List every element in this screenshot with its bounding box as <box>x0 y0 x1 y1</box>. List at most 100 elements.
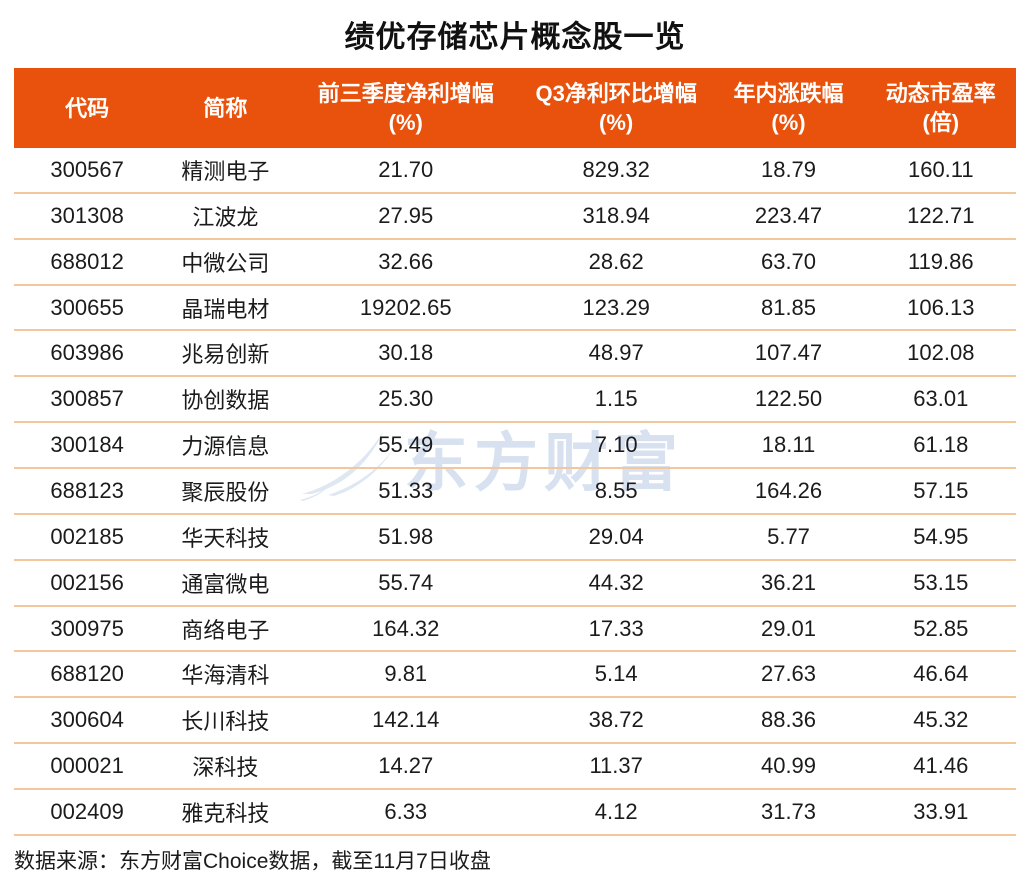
table-body: 300567 精测电子 21.70 829.32 18.79 160.11 30… <box>14 148 1016 836</box>
cell-9m-net-profit-growth: 51.98 <box>378 523 434 549</box>
cell-dynamic-pe: 119.86 <box>907 248 974 274</box>
cell-9m-net-profit-growth: 14.27 <box>378 753 434 779</box>
cell-code: 002185 <box>50 523 124 549</box>
cell-q3-qoq-growth: 123.29 <box>582 294 650 320</box>
cell-dynamic-pe: 122.71 <box>907 202 975 228</box>
cell-name: 华天科技 <box>181 525 270 551</box>
cell-dynamic-pe: 46.64 <box>913 661 969 687</box>
cell-code: 688120 <box>50 661 124 687</box>
cell-name: 商络电子 <box>181 617 270 643</box>
cell-code: 300567 <box>50 156 124 182</box>
cell-q3-qoq-growth: 4.12 <box>594 798 638 824</box>
cell-name: 中微公司 <box>181 250 270 276</box>
cell-q3-qoq-growth: 17.33 <box>588 615 644 641</box>
cell-ytd-change: 18.79 <box>760 156 817 182</box>
cell-ytd-change: 63.70 <box>760 248 817 274</box>
cell-9m-net-profit-growth: 55.49 <box>378 432 434 458</box>
cell-code: 300604 <box>50 707 124 733</box>
cell-name: 兆易创新 <box>181 342 270 368</box>
cell-q3-qoq-growth: 5.14 <box>594 661 638 687</box>
cell-ytd-change: 27.63 <box>760 661 817 687</box>
cell-code: 301308 <box>50 202 124 228</box>
table-header-row: 代码 简称 前三季度净利增幅 (%) Q3净利环比增幅 (%) 年内涨跌幅 (%… <box>14 68 1016 148</box>
cell-dynamic-pe: 33.91 <box>913 798 969 824</box>
col-header-dynamic-pe: 动态市盈率 (倍) <box>885 81 996 135</box>
table-row: 002156 通富微电 55.74 44.32 36.21 53.15 <box>14 561 1016 607</box>
cell-9m-net-profit-growth: 51.33 <box>378 477 434 503</box>
page-title: 绩优存储芯片概念股一览 <box>344 21 686 54</box>
cell-9m-net-profit-growth: 142.14 <box>372 707 440 733</box>
cell-9m-net-profit-growth: 55.74 <box>378 569 434 595</box>
table-row: 603986 兆易创新 30.18 48.97 107.47 102.08 <box>14 331 1016 378</box>
cell-code: 002156 <box>50 569 124 595</box>
cell-q3-qoq-growth: 318.94 <box>582 202 650 228</box>
data-source-note: 数据来源：东方财富Choice数据，截至11月7日收盘 <box>14 850 491 873</box>
cell-dynamic-pe: 41.46 <box>913 753 969 779</box>
cell-ytd-change: 81.85 <box>760 294 817 320</box>
table-row: 301308 江波龙 27.95 318.94 223.47 122.71 <box>14 194 1016 240</box>
cell-q3-qoq-growth: 8.55 <box>594 477 638 503</box>
cell-dynamic-pe: 160.11 <box>907 156 974 182</box>
cell-q3-qoq-growth: 48.97 <box>588 340 644 366</box>
cell-code: 688012 <box>50 248 124 274</box>
cell-dynamic-pe: 102.08 <box>907 340 975 366</box>
table-row: 300567 精测电子 21.70 829.32 18.79 160.11 <box>14 148 1016 194</box>
cell-name: 长川科技 <box>181 709 270 735</box>
cell-q3-qoq-growth: 38.72 <box>588 707 644 733</box>
cell-9m-net-profit-growth: 30.18 <box>378 340 434 366</box>
cell-ytd-change: 36.21 <box>760 569 817 595</box>
cell-9m-net-profit-growth: 32.66 <box>378 248 434 274</box>
cell-9m-net-profit-growth: 9.81 <box>384 661 428 687</box>
table-row: 688120 华海清科 9.81 5.14 27.63 46.64 <box>14 652 1016 699</box>
col-header-ytd-change: 年内涨跌幅 (%) <box>733 81 844 135</box>
cell-dynamic-pe: 54.95 <box>913 523 969 549</box>
cell-name: 华海清科 <box>181 663 270 689</box>
cell-code: 000021 <box>50 753 124 779</box>
cell-name: 力源信息 <box>181 434 270 460</box>
cell-code: 603986 <box>50 340 124 366</box>
cell-q3-qoq-growth: 829.32 <box>582 156 650 182</box>
cell-ytd-change: 164.26 <box>754 477 823 503</box>
cell-name: 精测电子 <box>181 158 270 184</box>
cell-q3-qoq-growth: 44.32 <box>588 569 644 595</box>
cell-code: 688123 <box>50 477 124 503</box>
col-header-code: 代码 <box>65 95 110 121</box>
cell-q3-qoq-growth: 7.10 <box>594 432 638 458</box>
cell-dynamic-pe: 52.85 <box>913 615 969 641</box>
cell-ytd-change: 31.73 <box>760 798 817 824</box>
cell-name: 晶瑞电材 <box>181 296 270 322</box>
cell-q3-qoq-growth: 28.62 <box>588 248 644 274</box>
cell-dynamic-pe: 61.18 <box>913 432 969 458</box>
cell-code: 300975 <box>50 615 124 641</box>
cell-ytd-change: 223.47 <box>754 202 823 228</box>
table-row: 688123 聚辰股份 51.33 8.55 164.26 57.15 <box>14 469 1016 515</box>
cell-dynamic-pe: 45.32 <box>913 707 969 733</box>
table-row: 300857 协创数据 25.30 1.15 122.50 63.01 <box>14 377 1016 424</box>
col-header-9m-net-profit-growth: 前三季度净利增幅 (%) <box>317 81 494 135</box>
cell-name: 江波龙 <box>192 204 259 230</box>
cell-9m-net-profit-growth: 21.70 <box>378 156 434 182</box>
cell-dynamic-pe: 57.15 <box>913 477 969 503</box>
cell-dynamic-pe: 106.13 <box>907 294 975 320</box>
cell-name: 雅克科技 <box>181 800 270 826</box>
cell-name: 通富微电 <box>181 571 270 597</box>
cell-code: 300184 <box>50 432 124 458</box>
cell-name: 协创数据 <box>181 388 270 414</box>
table-row: 300975 商络电子 164.32 17.33 29.01 52.85 <box>14 607 1016 653</box>
cell-code: 300857 <box>50 386 124 412</box>
cell-ytd-change: 107.47 <box>754 340 823 366</box>
table-row: 002409 雅克科技 6.33 4.12 31.73 33.91 <box>14 790 1016 836</box>
table-row: 300604 长川科技 142.14 38.72 88.36 45.32 <box>14 698 1016 745</box>
cell-q3-qoq-growth: 1.15 <box>594 386 638 412</box>
cell-ytd-change: 40.99 <box>760 753 817 779</box>
cell-name: 深科技 <box>192 755 259 781</box>
cell-code: 300655 <box>50 294 124 320</box>
table-row: 002185 华天科技 51.98 29.04 5.77 54.95 <box>14 515 1016 561</box>
cell-9m-net-profit-growth: 19202.65 <box>359 294 452 320</box>
cell-dynamic-pe: 63.01 <box>913 386 969 412</box>
cell-9m-net-profit-growth: 6.33 <box>384 798 428 824</box>
table-row: 300655 晶瑞电材 19202.65 123.29 81.85 106.13 <box>14 286 1016 332</box>
cell-ytd-change: 5.77 <box>767 523 810 549</box>
table-row: 300184 力源信息 55.49 7.10 18.11 61.18 <box>14 423 1016 470</box>
cell-ytd-change: 18.11 <box>761 432 816 458</box>
